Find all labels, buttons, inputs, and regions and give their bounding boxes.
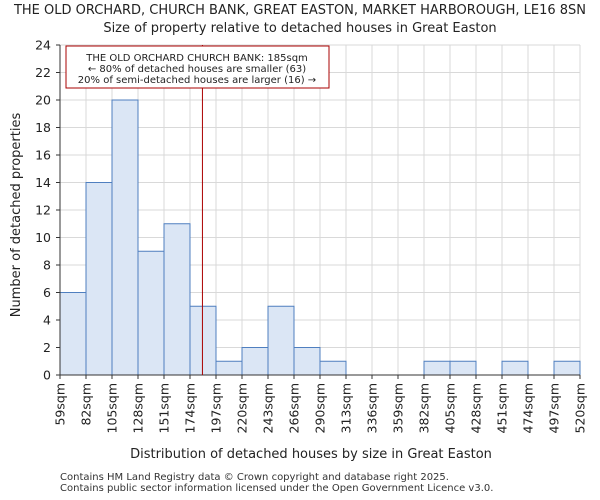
annotation-line-3: 20% of semi-detached houses are larger (…: [78, 75, 316, 86]
histogram-bar: [163, 223, 191, 376]
y-tick-label: 6: [43, 285, 51, 300]
histogram-bar: [111, 99, 139, 376]
histogram-bar: [215, 360, 243, 376]
y-tick-label: 22: [35, 65, 51, 80]
x-tick-label: 220sqm: [235, 383, 250, 433]
x-tick-label: 405sqm: [443, 383, 458, 433]
x-tick-label: 128sqm: [131, 383, 146, 433]
y-axis-label: Number of detached properties: [9, 113, 24, 318]
x-tick-label: 82sqm: [79, 383, 94, 426]
x-tick-label: 174sqm: [183, 383, 198, 433]
histogram-bar: [241, 347, 269, 376]
x-tick-label: 359sqm: [391, 383, 406, 433]
histogram-bar: [85, 182, 113, 376]
y-tick-label: 4: [43, 313, 51, 328]
annotation-box: [65, 45, 330, 89]
histogram-bar: [553, 360, 581, 376]
histogram-bar: [137, 250, 165, 376]
annotation-line-1: THE OLD ORCHARD CHURCH BANK: 185sqm: [85, 53, 308, 64]
x-tick-label: 243sqm: [261, 383, 276, 433]
x-tick-label: 266sqm: [287, 383, 302, 433]
x-tick-label: 105sqm: [105, 383, 120, 433]
y-tick-label: 12: [35, 203, 51, 218]
histogram-bar: [423, 360, 451, 376]
x-tick-label: 59sqm: [53, 383, 68, 426]
y-tick-label: 16: [35, 148, 51, 163]
x-tick-label: 151sqm: [157, 383, 172, 433]
property-annotation: THE OLD ORCHARD CHURCH BANK: 185sqm ← 80…: [65, 45, 330, 89]
x-tick-label: 497sqm: [547, 383, 562, 433]
x-tick-label: 197sqm: [209, 383, 224, 433]
x-tick-label: 336sqm: [365, 383, 380, 433]
y-tick-label: 18: [35, 120, 51, 135]
histogram-bar: [449, 360, 477, 376]
footer-copyright: Contains HM Land Registry data © Crown c…: [60, 472, 449, 483]
x-axis-label: Distribution of detached houses by size …: [130, 447, 492, 462]
x-tick-label: 428sqm: [469, 383, 484, 433]
chart-title: THE OLD ORCHARD, CHURCH BANK, GREAT EAST…: [13, 3, 587, 18]
y-tick-label: 24: [35, 38, 51, 53]
annotation-line-2: ← 80% of detached houses are smaller (63…: [88, 64, 306, 75]
histogram-bar: [189, 305, 217, 376]
y-tick-label: 8: [43, 258, 51, 273]
x-tick-label: 313sqm: [339, 383, 354, 433]
y-tick-label: 0: [43, 368, 51, 383]
x-tick-label: 290sqm: [313, 383, 328, 433]
x-tick-label: 382sqm: [417, 383, 432, 433]
x-tick-label: 451sqm: [495, 383, 510, 433]
histogram-bar: [267, 305, 295, 376]
footer-licence: Contains public sector information licen…: [60, 483, 494, 494]
chart-subtitle: Size of property relative to detached ho…: [103, 21, 497, 36]
histogram-bar: [501, 360, 529, 376]
y-tick-label: 20: [35, 93, 51, 108]
y-tick-label: 2: [43, 340, 51, 355]
histogram-bar: [59, 292, 87, 376]
y-tick-label: 14: [35, 175, 51, 190]
x-tick-label: 520sqm: [573, 383, 588, 433]
y-tick-label: 10: [35, 230, 51, 245]
histogram-bar: [293, 347, 321, 376]
x-tick-label: 474sqm: [521, 383, 536, 433]
histogram-bar: [319, 360, 347, 376]
